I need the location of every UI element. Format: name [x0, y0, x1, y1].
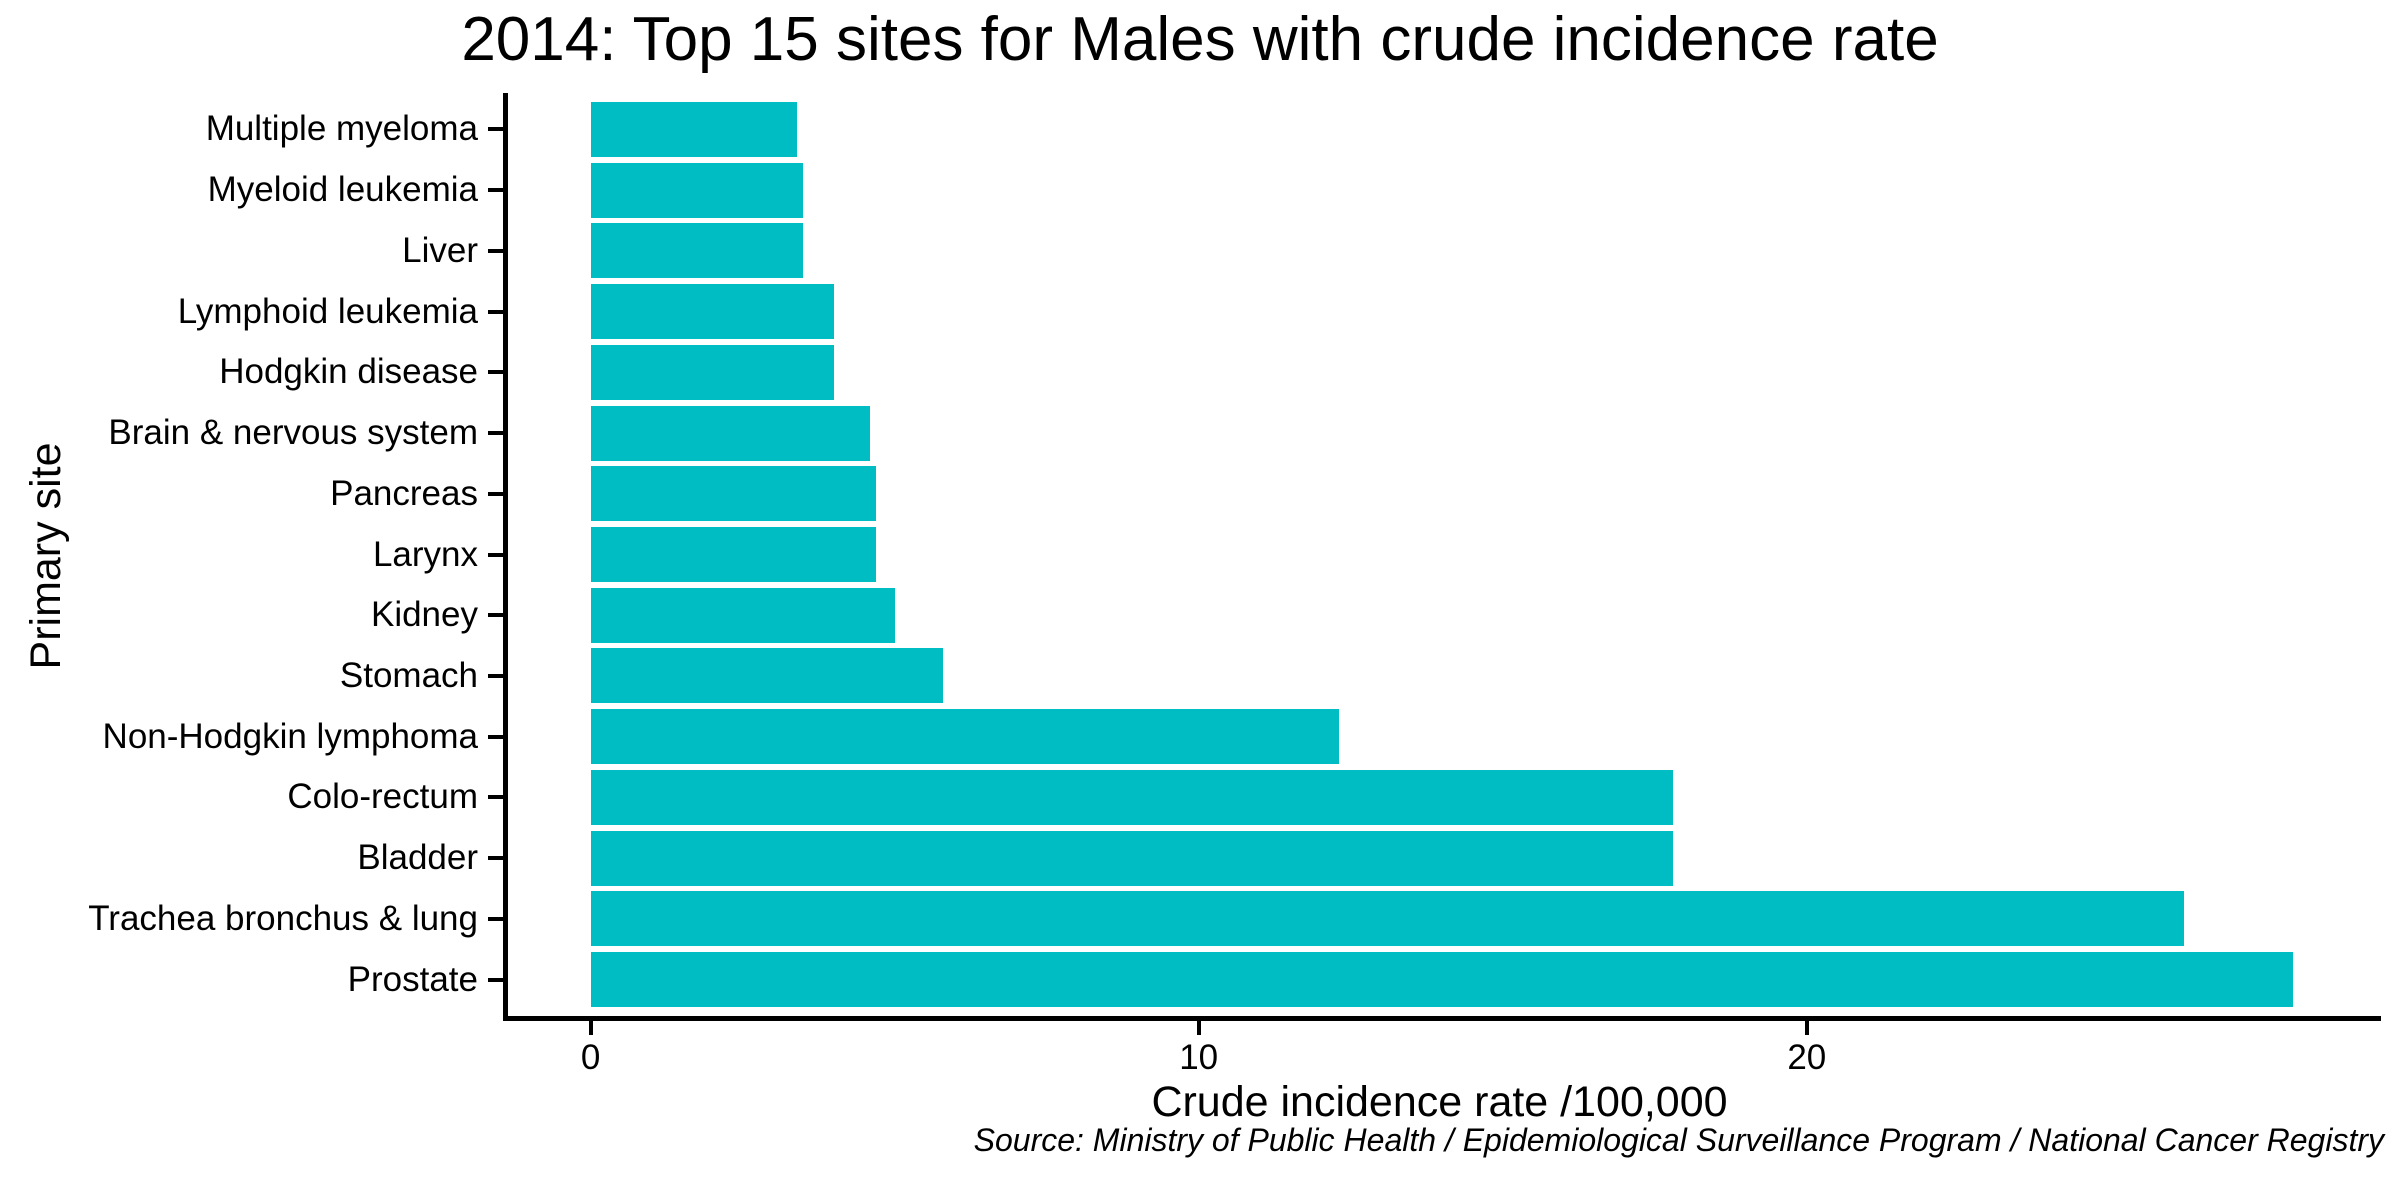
- y-tick-hodgkin-disease: [488, 370, 503, 375]
- y-tick-brain-nervous-system: [488, 431, 503, 436]
- chart-title: 2014: Top 15 sites for Males with crude …: [461, 5, 1939, 74]
- bar-bladder: [590, 830, 1673, 886]
- category-label-lymphoid-leukemia: Lymphoid leukemia: [177, 291, 478, 331]
- x-tick-0: [588, 1021, 593, 1035]
- y-tick-larynx: [488, 552, 503, 557]
- bar-brain-nervous-system: [590, 405, 871, 461]
- y-tick-liver: [488, 248, 503, 253]
- category-label-myeloid-leukemia: Myeloid leukemia: [207, 170, 478, 210]
- y-tick-bladder: [488, 856, 503, 861]
- category-label-pancreas: Pancreas: [330, 473, 478, 513]
- category-label-hodgkin-disease: Hodgkin disease: [219, 352, 478, 392]
- x-tick-20: [1804, 1021, 1809, 1035]
- category-label-brain-nervous-system: Brain & nervous system: [108, 413, 478, 453]
- y-tick-pancreas: [488, 491, 503, 496]
- y-tick-prostate: [488, 977, 503, 982]
- x-axis-title: Crude incidence rate /100,000: [1151, 1078, 1728, 1126]
- y-tick-multiple-myeloma: [488, 127, 503, 132]
- y-tick-kidney: [488, 613, 503, 618]
- category-label-multiple-myeloma: Multiple myeloma: [205, 109, 478, 149]
- bar-kidney: [590, 587, 895, 643]
- category-label-trachea-bronchus-lung: Trachea bronchus & lung: [88, 898, 478, 938]
- x-tick-10: [1196, 1021, 1201, 1035]
- y-axis-line: [503, 93, 508, 1021]
- bar-multiple-myeloma: [590, 101, 798, 157]
- y-tick-colo-rectum: [488, 795, 503, 800]
- category-label-stomach: Stomach: [339, 655, 478, 695]
- category-label-larynx: Larynx: [372, 534, 478, 574]
- bar-hodgkin-disease: [590, 344, 834, 400]
- y-tick-myeloid-leukemia: [488, 188, 503, 193]
- bar-prostate: [590, 952, 2294, 1008]
- x-tick-label-20: 20: [1787, 1038, 1827, 1077]
- category-label-liver: Liver: [402, 230, 478, 270]
- category-label-non-hodgkin-lymphoma: Non-Hodgkin lymphoma: [102, 716, 478, 756]
- category-label-bladder: Bladder: [357, 838, 478, 878]
- x-axis-line: [503, 1016, 2381, 1021]
- y-tick-trachea-bronchus-lung: [488, 916, 503, 921]
- bar-non-hodgkin-lymphoma: [590, 709, 1339, 765]
- category-label-colo-rectum: Colo-rectum: [287, 777, 478, 817]
- category-label-prostate: Prostate: [347, 959, 478, 999]
- y-tick-non-hodgkin-lymphoma: [488, 734, 503, 739]
- x-tick-label-10: 10: [1179, 1038, 1219, 1077]
- bar-liver: [590, 223, 804, 279]
- bar-trachea-bronchus-lung: [590, 891, 2184, 947]
- bar-myeloid-leukemia: [590, 162, 804, 218]
- bar-lymphoid-leukemia: [590, 284, 834, 340]
- x-tick-label-0: 0: [580, 1038, 601, 1077]
- bar-pancreas: [590, 466, 877, 522]
- bar-stomach: [590, 648, 944, 704]
- category-label-kidney: Kidney: [370, 595, 478, 635]
- bar-colo-rectum: [590, 769, 1673, 825]
- y-tick-stomach: [488, 673, 503, 678]
- y-tick-lymphoid-leukemia: [488, 309, 503, 314]
- bar-larynx: [590, 527, 877, 582]
- source-caption: Source: Ministry of Public Health / Epid…: [973, 1122, 2384, 1158]
